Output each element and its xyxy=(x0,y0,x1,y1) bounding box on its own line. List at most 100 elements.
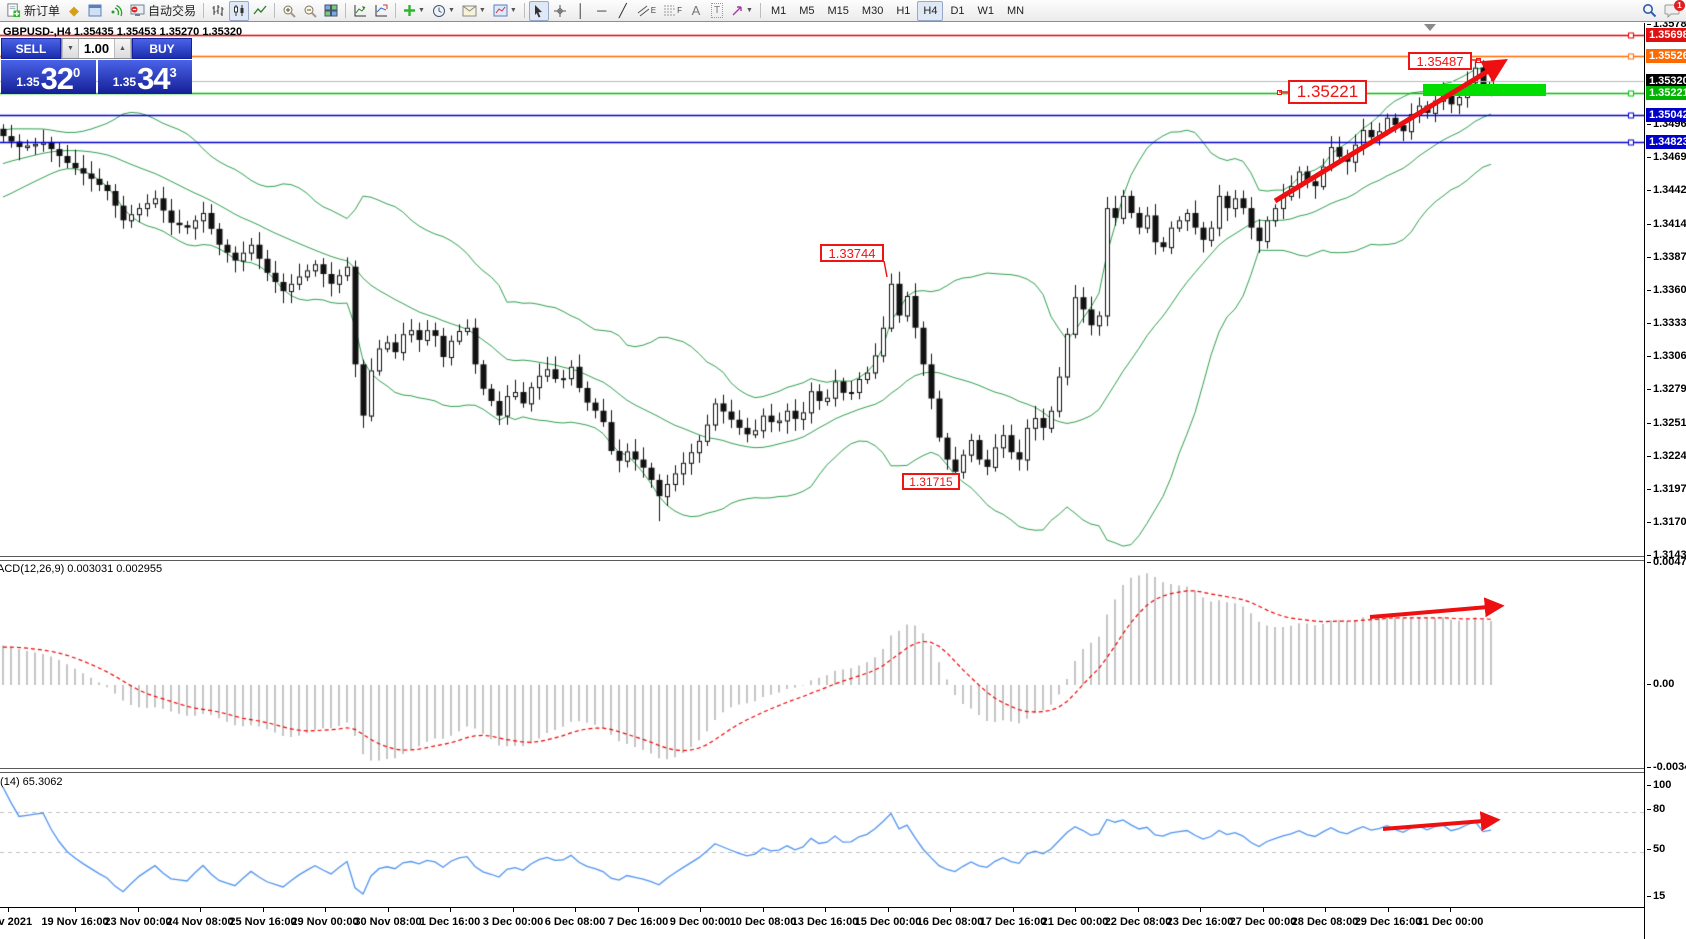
navigator-button[interactable] xyxy=(85,1,105,21)
price-label-annotation[interactable]: 1.33744 xyxy=(820,244,884,262)
annotation-handle[interactable] xyxy=(1277,90,1282,95)
time-tick-label: 1 Dec 16:00 xyxy=(419,916,481,928)
highlight-zone-rectangle[interactable] xyxy=(1423,84,1546,96)
time-tick-label: 23 Dec 16:00 xyxy=(1166,916,1234,928)
channel-subscript: E xyxy=(650,6,657,15)
rsi-indicator-label: I(14) 65.3062 xyxy=(0,776,63,788)
time-tick-label: 16 Dec 08:00 xyxy=(916,916,984,928)
clock-icon xyxy=(432,4,445,17)
chart-profile-icon xyxy=(493,4,508,17)
buy-button[interactable]: BUY xyxy=(132,38,192,59)
time-tick xyxy=(1450,908,1451,912)
price-label-annotation[interactable]: 1.35221 xyxy=(1288,80,1367,104)
horizontal-line-tool[interactable]: ─ xyxy=(592,1,612,21)
buy-price-display[interactable]: 1.35 34 3 xyxy=(97,60,192,94)
fibonacci-tool[interactable]: F xyxy=(660,1,685,21)
candlestick-chart-button[interactable] xyxy=(229,0,250,21)
bar-chart-icon xyxy=(212,5,224,16)
volume-decrease-button[interactable]: ▼ xyxy=(62,39,79,58)
chart-shift-marker-icon[interactable] xyxy=(1424,24,1436,31)
timeframe-d1-button[interactable]: D1 xyxy=(950,4,965,17)
tile-windows-button[interactable] xyxy=(321,1,341,21)
line-chart-icon xyxy=(253,5,267,15)
sell-price-prefix: 1.35 xyxy=(16,75,40,89)
time-tick xyxy=(950,908,951,912)
search-button[interactable] xyxy=(1639,1,1660,21)
arrows-tool-dropdown[interactable]: ▼ xyxy=(728,1,756,21)
text-label-tool[interactable]: T xyxy=(707,1,727,21)
time-tick xyxy=(888,908,889,912)
tick-dash xyxy=(1647,123,1651,125)
timeframe-mn-button[interactable]: MN xyxy=(1007,4,1025,17)
price-level-badge: 1.35320 xyxy=(1646,74,1686,88)
price-label-annotation[interactable]: 1.31715 xyxy=(902,473,960,490)
axis-tick-label: 1.34690 xyxy=(1647,151,1686,163)
tick-dash xyxy=(1647,23,1651,25)
price-label-annotation[interactable]: 1.35487 xyxy=(1408,52,1472,70)
notifications-button[interactable]: 1 xyxy=(1661,0,1685,21)
volume-stepper: ▼ 1.00 ▲ xyxy=(61,38,132,59)
crosshair-icon xyxy=(553,4,566,17)
equidistant-channel-tool[interactable]: E xyxy=(634,1,659,21)
tick-dash xyxy=(1647,388,1651,390)
bar-chart-button[interactable] xyxy=(208,1,228,21)
time-tick-label: 31 Dec 00:00 xyxy=(1416,916,1484,928)
axis-tick-label: 15 xyxy=(1647,890,1665,902)
horizontal-line-icon: ─ xyxy=(597,3,607,18)
trendline-tool[interactable]: ╱ xyxy=(613,1,633,21)
timeframe-h4-button[interactable]: H4 xyxy=(917,0,944,21)
time-tick-label: 19 Nov 16:00 xyxy=(41,916,109,928)
sell-button[interactable]: SELL xyxy=(1,38,61,59)
autotrading-button[interactable]: 自动交易 xyxy=(127,1,199,21)
timeframe-m1-button[interactable]: M1 xyxy=(770,4,787,17)
one-click-trading-panel: SELL ▼ 1.00 ▲ BUY 1.35 32 0 1.35 34 3 xyxy=(1,38,192,94)
annotation-handle[interactable] xyxy=(1476,58,1481,63)
zoom-in-button[interactable] xyxy=(279,1,299,21)
tick-dash xyxy=(1647,156,1651,158)
time-tick xyxy=(1388,908,1389,912)
tick-dash xyxy=(1647,895,1651,897)
volume-increase-button[interactable]: ▲ xyxy=(114,39,131,58)
axis-tick-label: 1.31700 xyxy=(1647,516,1686,528)
templates-dropdown[interactable]: ▼ xyxy=(459,1,489,21)
new-order-button[interactable]: 新订单 xyxy=(3,1,63,21)
price-level-badge: 1.34823 xyxy=(1646,135,1686,149)
macd-chart-canvas[interactable] xyxy=(0,560,1644,769)
add-indicator-dropdown[interactable]: ▼ xyxy=(400,1,428,21)
axis-tick-label: 0.00 xyxy=(1647,678,1674,690)
tick-dash xyxy=(1647,189,1651,191)
text-label-icon: T xyxy=(710,3,724,18)
tick-dash xyxy=(1647,455,1651,457)
sell-price-display[interactable]: 1.35 32 0 xyxy=(1,60,96,94)
timeframe-w1-button[interactable]: W1 xyxy=(977,4,995,17)
period-dropdown[interactable]: ▼ xyxy=(429,1,458,21)
profiles-dropdown[interactable]: ▼ xyxy=(490,1,520,21)
chevron-down-icon: ▼ xyxy=(447,7,455,14)
rsi-pane-resize-handle[interactable] xyxy=(0,768,1686,773)
strategy-tester-button[interactable] xyxy=(371,1,391,21)
sell-price-pip: 0 xyxy=(73,65,81,80)
data-window-button[interactable] xyxy=(350,1,370,21)
text-tool[interactable]: A xyxy=(686,1,706,21)
price-level-badge: 1.35042 xyxy=(1646,108,1686,122)
volume-input[interactable]: 1.00 xyxy=(83,41,110,56)
time-tick xyxy=(1138,908,1139,912)
market-watch-button[interactable]: ◆ xyxy=(64,1,84,21)
vertical-line-tool[interactable]: │ xyxy=(571,1,591,21)
crosshair-tool-button[interactable] xyxy=(550,1,570,21)
timeframe-m30-button[interactable]: M30 xyxy=(861,4,884,17)
timeframe-m5-button[interactable]: M5 xyxy=(799,4,815,17)
zoom-out-button[interactable] xyxy=(300,1,320,21)
line-chart-button[interactable] xyxy=(250,1,270,21)
timeframe-m15-button[interactable]: M15 xyxy=(827,4,849,17)
timeframe-h1-button[interactable]: H1 xyxy=(896,4,911,17)
macd-pane-resize-handle[interactable] xyxy=(0,556,1686,561)
axis-tick-label: 50 xyxy=(1647,843,1665,855)
rsi-chart-canvas[interactable] xyxy=(0,772,1644,907)
price-axis[interactable]: 1.357801.349601.346901.344201.341451.338… xyxy=(1644,18,1686,939)
signals-button[interactable] xyxy=(106,1,126,21)
price-chart-canvas[interactable] xyxy=(0,23,1644,557)
cursor-tool-button[interactable] xyxy=(528,0,549,21)
